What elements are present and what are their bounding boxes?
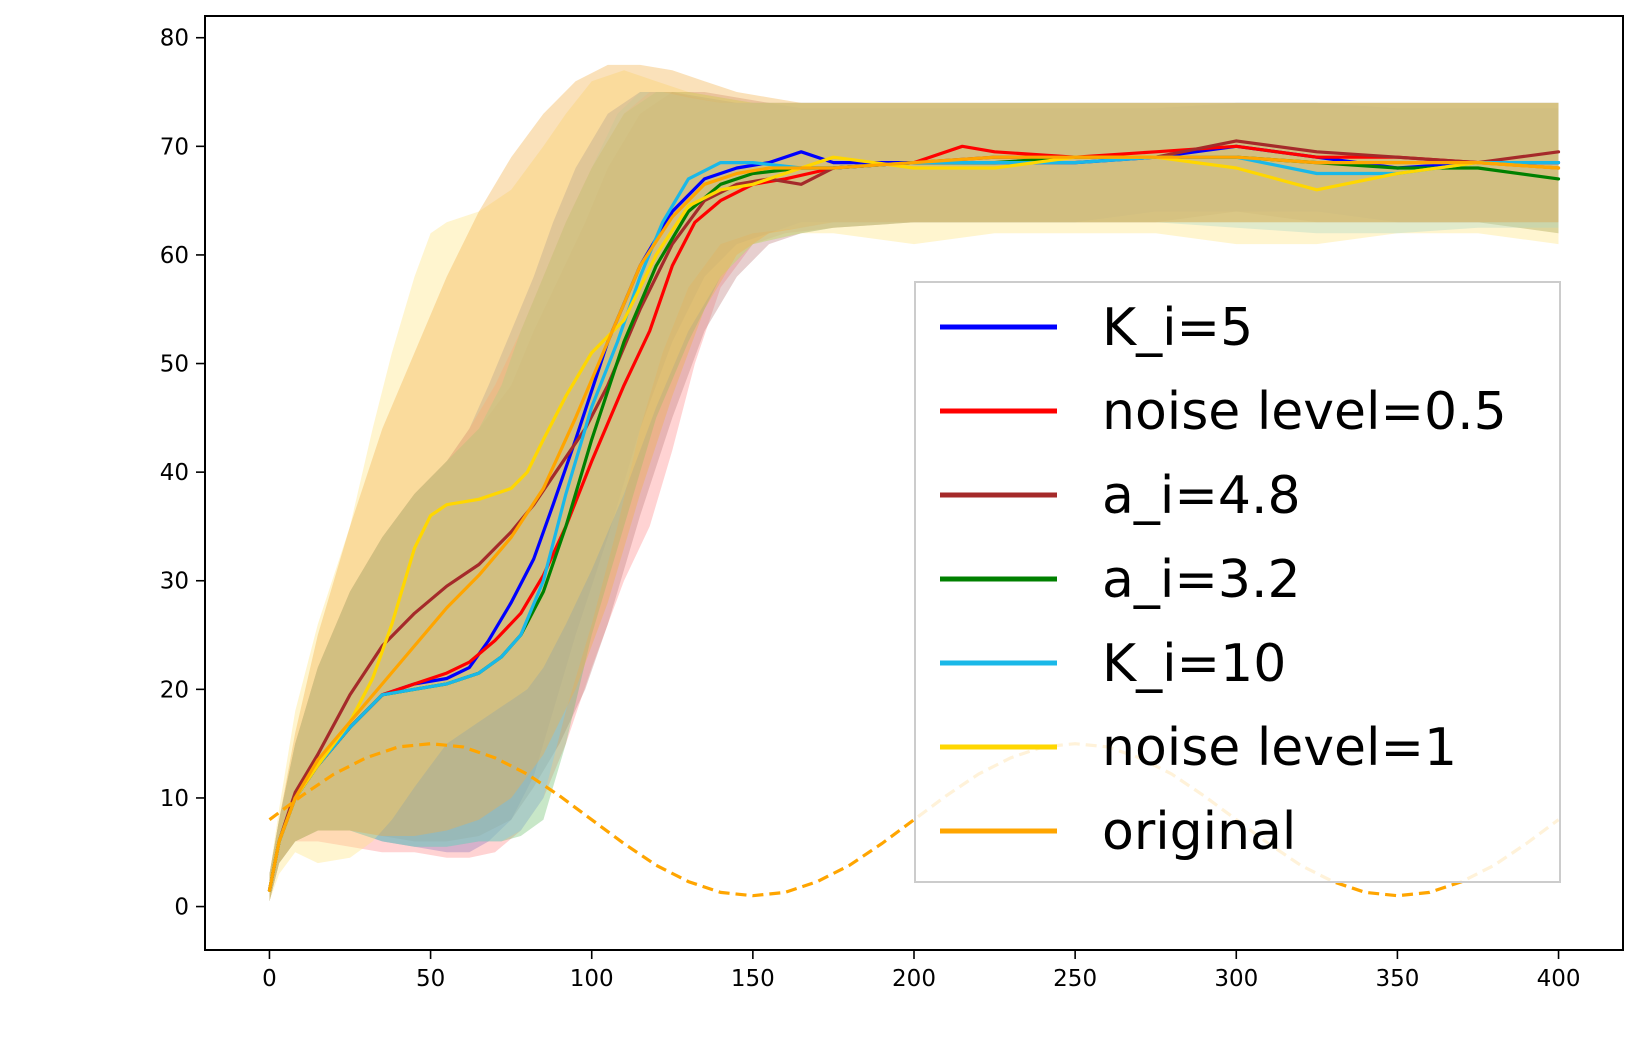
legend-label-k-i-5: K_i=5: [1102, 298, 1253, 358]
y-tick-label: 30: [160, 569, 189, 595]
x-axis: 0 50 100 150 200 250 300 350 400: [262, 950, 1580, 992]
confidence-bands: [269, 64, 1559, 902]
band-noise-level-0-5: [269, 92, 1559, 902]
band-original: [269, 64, 1559, 902]
legend-label-k-i-10: K_i=10: [1102, 634, 1286, 694]
y-axis: 0 10 20 30 40 50 60 70 80: [160, 26, 205, 921]
band-a-i-4-8: [269, 92, 1559, 902]
series-lines: [267, 139, 1561, 892]
x-tick-label: 250: [1053, 966, 1097, 992]
line-a-i-4-8: [267, 139, 1561, 892]
y-tick-label: 60: [160, 243, 189, 269]
legend-label-a-i-3-2: a_i=3.2: [1102, 550, 1301, 610]
y-tick-label: 40: [160, 460, 189, 486]
band-noise-level-1: [269, 70, 1559, 902]
y-tick-label: 10: [160, 786, 189, 812]
x-tick-label: 100: [570, 966, 614, 992]
band-a-i-3-2: [269, 92, 1559, 902]
x-tick-label: 50: [416, 966, 445, 992]
x-tick-label: 0: [262, 966, 277, 992]
y-tick-label: 70: [160, 134, 189, 160]
band-k-i-10: [269, 92, 1559, 902]
x-tick-label: 300: [1214, 966, 1258, 992]
x-tick-label: 150: [731, 966, 775, 992]
x-tick-label: 400: [1537, 966, 1581, 992]
legend-label-a-i-4-8: a_i=4.8: [1102, 466, 1301, 526]
y-tick-label: 50: [160, 352, 189, 378]
y-tick-label: 0: [174, 895, 189, 921]
line-original: [267, 155, 1561, 892]
y-tick-label: 80: [160, 26, 189, 52]
legend-label-original: original: [1102, 802, 1296, 862]
legend-label-noise-level-1: noise level=1: [1102, 718, 1457, 778]
reference-curve-dashed: [268, 742, 1560, 898]
reference-curve-layer: [268, 742, 1560, 898]
band-k-i-5: [269, 92, 1559, 902]
legend-frame: [914, 281, 1561, 883]
y-tick-label: 20: [160, 677, 189, 703]
legend-label-noise-level-0-5: noise level=0.5: [1102, 382, 1507, 442]
x-tick-label: 200: [892, 966, 936, 992]
x-tick-label: 350: [1375, 966, 1419, 992]
